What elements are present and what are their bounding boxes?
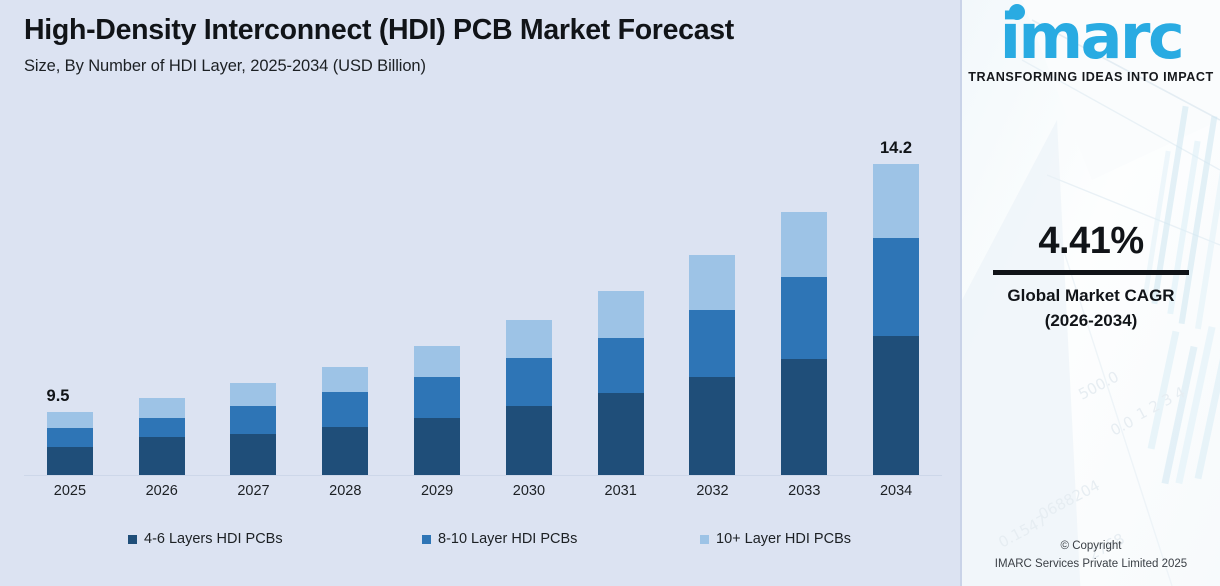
bar-value-label: 14.2	[880, 139, 913, 157]
bar-slot: 14.2	[850, 120, 942, 475]
bar-segment-4-6-layers-hdi-pcbs	[322, 427, 369, 475]
bar-segment-10-layer-hdi-pcbs	[597, 291, 644, 338]
legend-item-2[interactable]: 8-10 Layer HDI PCBs	[422, 531, 700, 547]
bar-segment-4-6-layers-hdi-pcbs	[46, 447, 93, 475]
bar-segment-8-10-layer-hdi-pcbs	[230, 406, 277, 434]
copyright-notice: © Copyright IMARC Services Private Limit…	[962, 538, 1220, 574]
bar-slot	[391, 120, 483, 475]
bar-slot	[208, 120, 300, 475]
bar-segment-10-layer-hdi-pcbs	[873, 164, 920, 238]
bar-segment-10-layer-hdi-pcbs	[230, 383, 277, 406]
bar-slot	[575, 120, 667, 475]
cagr-block: 4.41% Global Market CAGR (2026-2034)	[962, 220, 1220, 333]
x-axis-tick-2026: 2026	[145, 483, 178, 499]
legend-item-1[interactable]: 4-6 Layers HDI PCBs	[128, 531, 422, 547]
x-axis-tick-2034: 2034	[879, 483, 913, 499]
cagr-value: 4.41%	[1038, 220, 1144, 262]
bar-segment-8-10-layer-hdi-pcbs	[873, 238, 920, 336]
logo-mark: imarc	[999, 0, 1185, 73]
bar-segment-8-10-layer-hdi-pcbs	[46, 428, 93, 447]
bar-slot: 9.5	[24, 120, 116, 475]
cagr-divider	[993, 269, 1189, 275]
bar-segment-4-6-layers-hdi-pcbs	[597, 393, 644, 475]
bar-segment-8-10-layer-hdi-pcbs	[414, 377, 461, 418]
bar-slot	[758, 120, 850, 475]
bar-segment-10-layer-hdi-pcbs	[46, 412, 93, 428]
brand-panel: 500.0 0.0 1 2 3 4 0688204 0.1547 2768 im…	[962, 0, 1220, 586]
stacked-bar[interactable]	[230, 383, 277, 475]
bar-group: 9.5 14.2	[24, 120, 942, 475]
cagr-label-line1: Global Market CAGR	[1007, 285, 1175, 305]
bar-segment-10-layer-hdi-pcbs	[689, 255, 736, 310]
bar-segment-10-layer-hdi-pcbs	[322, 367, 369, 392]
x-axis-tick-2025: 2025	[53, 483, 87, 499]
stacked-bar[interactable]	[505, 320, 552, 475]
bar-segment-10-layer-hdi-pcbs	[414, 346, 461, 377]
x-axis-tick-2028: 2028	[329, 483, 362, 499]
legend-swatch-icon	[700, 534, 709, 544]
chart-header: High-Density Interconnect (HDI) PCB Mark…	[0, 0, 960, 76]
bar-slot	[116, 120, 208, 475]
copyright-line1: © Copyright	[1060, 540, 1122, 553]
chart-subtitle: Size, By Number of HDI Layer, 2025-2034 …	[24, 56, 426, 75]
legend-label: 4-6 Layers HDI PCBs	[144, 531, 283, 547]
x-axis-tick-2030: 2030	[512, 483, 546, 499]
logo-wordmark: imarc	[999, 0, 1185, 73]
chart-legend: 4-6 Layers HDI PCBs 8-10 Layer HDI PCBs 10…	[24, 531, 942, 547]
bar-segment-8-10-layer-hdi-pcbs	[505, 358, 552, 406]
stacked-bar[interactable]	[46, 412, 93, 475]
chart-panel: High-Density Interconnect (HDI) PCB Mark…	[0, 0, 962, 586]
logo-tagline: TRANSFORMING IDEAS INTO IMPACT	[968, 69, 1214, 84]
copyright-line2: IMARC Services Private Limited 2025	[994, 558, 1188, 571]
x-axis-tick-2032: 2032	[696, 483, 729, 499]
logo-dot-icon	[1008, 4, 1025, 20]
bar-slot	[483, 120, 575, 475]
axis-baseline	[24, 475, 942, 476]
bar-segment-10-layer-hdi-pcbs	[781, 212, 828, 277]
legend-label: 8-10 Layer HDI PCBs	[438, 531, 578, 547]
bar-segment-4-6-layers-hdi-pcbs	[138, 437, 185, 475]
bar-segment-4-6-layers-hdi-pcbs	[873, 336, 920, 475]
legend-item-3[interactable]: 10+ Layer HDI PCBs	[700, 531, 851, 547]
bar-segment-4-6-layers-hdi-pcbs	[781, 359, 828, 475]
bar-segment-8-10-layer-hdi-pcbs	[689, 310, 736, 377]
plot-area: 9.5 14.2	[24, 120, 942, 476]
x-axis-tick-2033: 2033	[788, 483, 821, 499]
cagr-label-line2: (2026-2034)	[1044, 310, 1138, 330]
bar-segment-4-6-layers-hdi-pcbs	[689, 377, 736, 475]
bar-segment-8-10-layer-hdi-pcbs	[138, 418, 185, 437]
x-axis-tick-2031: 2031	[604, 483, 637, 499]
bar-segment-10-layer-hdi-pcbs	[138, 398, 185, 418]
stacked-bar[interactable]	[781, 212, 828, 475]
x-axis-tick-labels: 2025 2026 2027 2028 2029 2030 2031 2032 2033 2034	[24, 483, 942, 499]
legend-swatch-icon	[422, 534, 431, 544]
stacked-bar[interactable]	[597, 291, 644, 475]
bar-value-label: 9.5	[46, 387, 70, 405]
bar-slot	[667, 120, 759, 475]
bar-slot	[299, 120, 391, 475]
page-title: High-Density Interconnect (HDI) PCB Mark…	[24, 14, 734, 46]
stacked-bar[interactable]	[414, 346, 461, 475]
x-axis-tick-2029: 2029	[420, 483, 454, 499]
bar-segment-8-10-layer-hdi-pcbs	[322, 392, 369, 427]
stacked-bar[interactable]	[873, 164, 920, 475]
stacked-bar[interactable]	[138, 398, 185, 475]
x-axis-tick-2027: 2027	[237, 483, 270, 499]
bar-segment-10-layer-hdi-pcbs	[505, 320, 552, 358]
legend-swatch-icon	[128, 534, 137, 544]
bar-segment-4-6-layers-hdi-pcbs	[230, 434, 277, 475]
bar-segment-4-6-layers-hdi-pcbs	[414, 418, 461, 475]
imarc-logo: imarc TRANSFORMING IDEAS INTO IMPACT	[962, 0, 1220, 84]
stacked-bar[interactable]	[322, 367, 369, 475]
stacked-bar[interactable]	[689, 255, 736, 475]
bar-segment-8-10-layer-hdi-pcbs	[781, 277, 828, 359]
legend-label: 10+ Layer HDI PCBs	[716, 531, 851, 547]
bar-segment-4-6-layers-hdi-pcbs	[505, 406, 552, 475]
bar-segment-8-10-layer-hdi-pcbs	[597, 338, 644, 393]
